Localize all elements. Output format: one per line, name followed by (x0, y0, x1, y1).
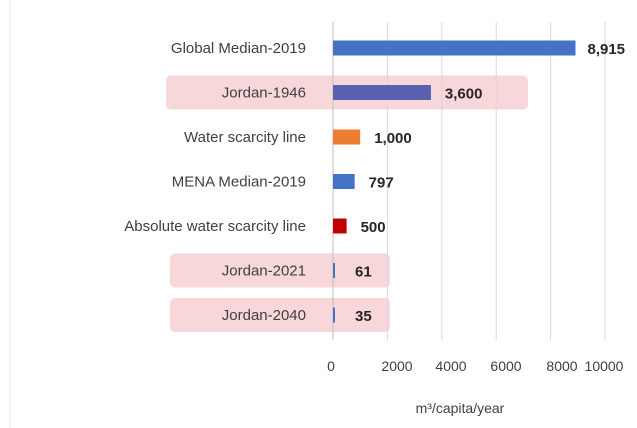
x-axis-title: m³/capita/year (416, 400, 505, 416)
category-label-jordan-1946: Jordan-1946 (222, 85, 306, 102)
bar-jordan-1946 (333, 85, 431, 100)
value-label-water-scarcity-line: 1,000 (374, 130, 412, 147)
x-tick-label-6000: 6000 (490, 358, 521, 374)
bar-global-median-2019 (333, 40, 576, 56)
category-label-absolute-water-scarcity-line: Absolute water scarcity line (124, 218, 306, 235)
x-tick-labels: 0 2000 4000 6000 8000 10000 (327, 358, 624, 374)
value-label-jordan-2021: 61 (355, 264, 372, 281)
category-label-global-median-2019: Global Median-2019 (171, 40, 306, 57)
x-tick-label-4000: 4000 (435, 358, 466, 374)
value-label-jordan-2040: 35 (355, 308, 372, 325)
value-label-global-median-2019: 8,915 (587, 41, 625, 58)
value-label-mena-median-2019: 797 (369, 175, 394, 192)
value-label-jordan-1946: 3,600 (445, 86, 483, 103)
x-tick-label-0: 0 (327, 358, 335, 374)
x-tick-label-2000: 2000 (381, 358, 412, 374)
bar-jordan-2021 (333, 263, 335, 278)
x-tick-label-8000: 8000 (546, 358, 577, 374)
highlight-band-jordan-2040 (170, 298, 390, 332)
highlight-band-jordan-2021 (170, 253, 390, 288)
bar-water-scarcity-line (333, 129, 361, 145)
value-labels: 8,915 3,600 1,000 797 500 61 35 (355, 41, 625, 325)
category-label-jordan-2021: Jordan-2021 (222, 263, 306, 280)
x-tick-label-10000: 10000 (585, 358, 624, 374)
category-label-water-scarcity-line: Water scarcity line (184, 129, 306, 146)
bar-absolute-water-scarcity-line (333, 218, 347, 234)
category-label-jordan-2040: Jordan-2040 (222, 307, 306, 324)
bar-jordan-2040 (333, 307, 335, 323)
bar-mena-median-2019 (333, 174, 355, 189)
category-label-mena-median-2019: MENA Median-2019 (172, 174, 306, 191)
category-labels: Global Median-2019 Jordan-1946 Water scarc… (124, 40, 306, 324)
bars (333, 40, 576, 323)
value-label-absolute-water-scarcity-line: 500 (361, 219, 386, 236)
highlight-bands (166, 75, 528, 332)
